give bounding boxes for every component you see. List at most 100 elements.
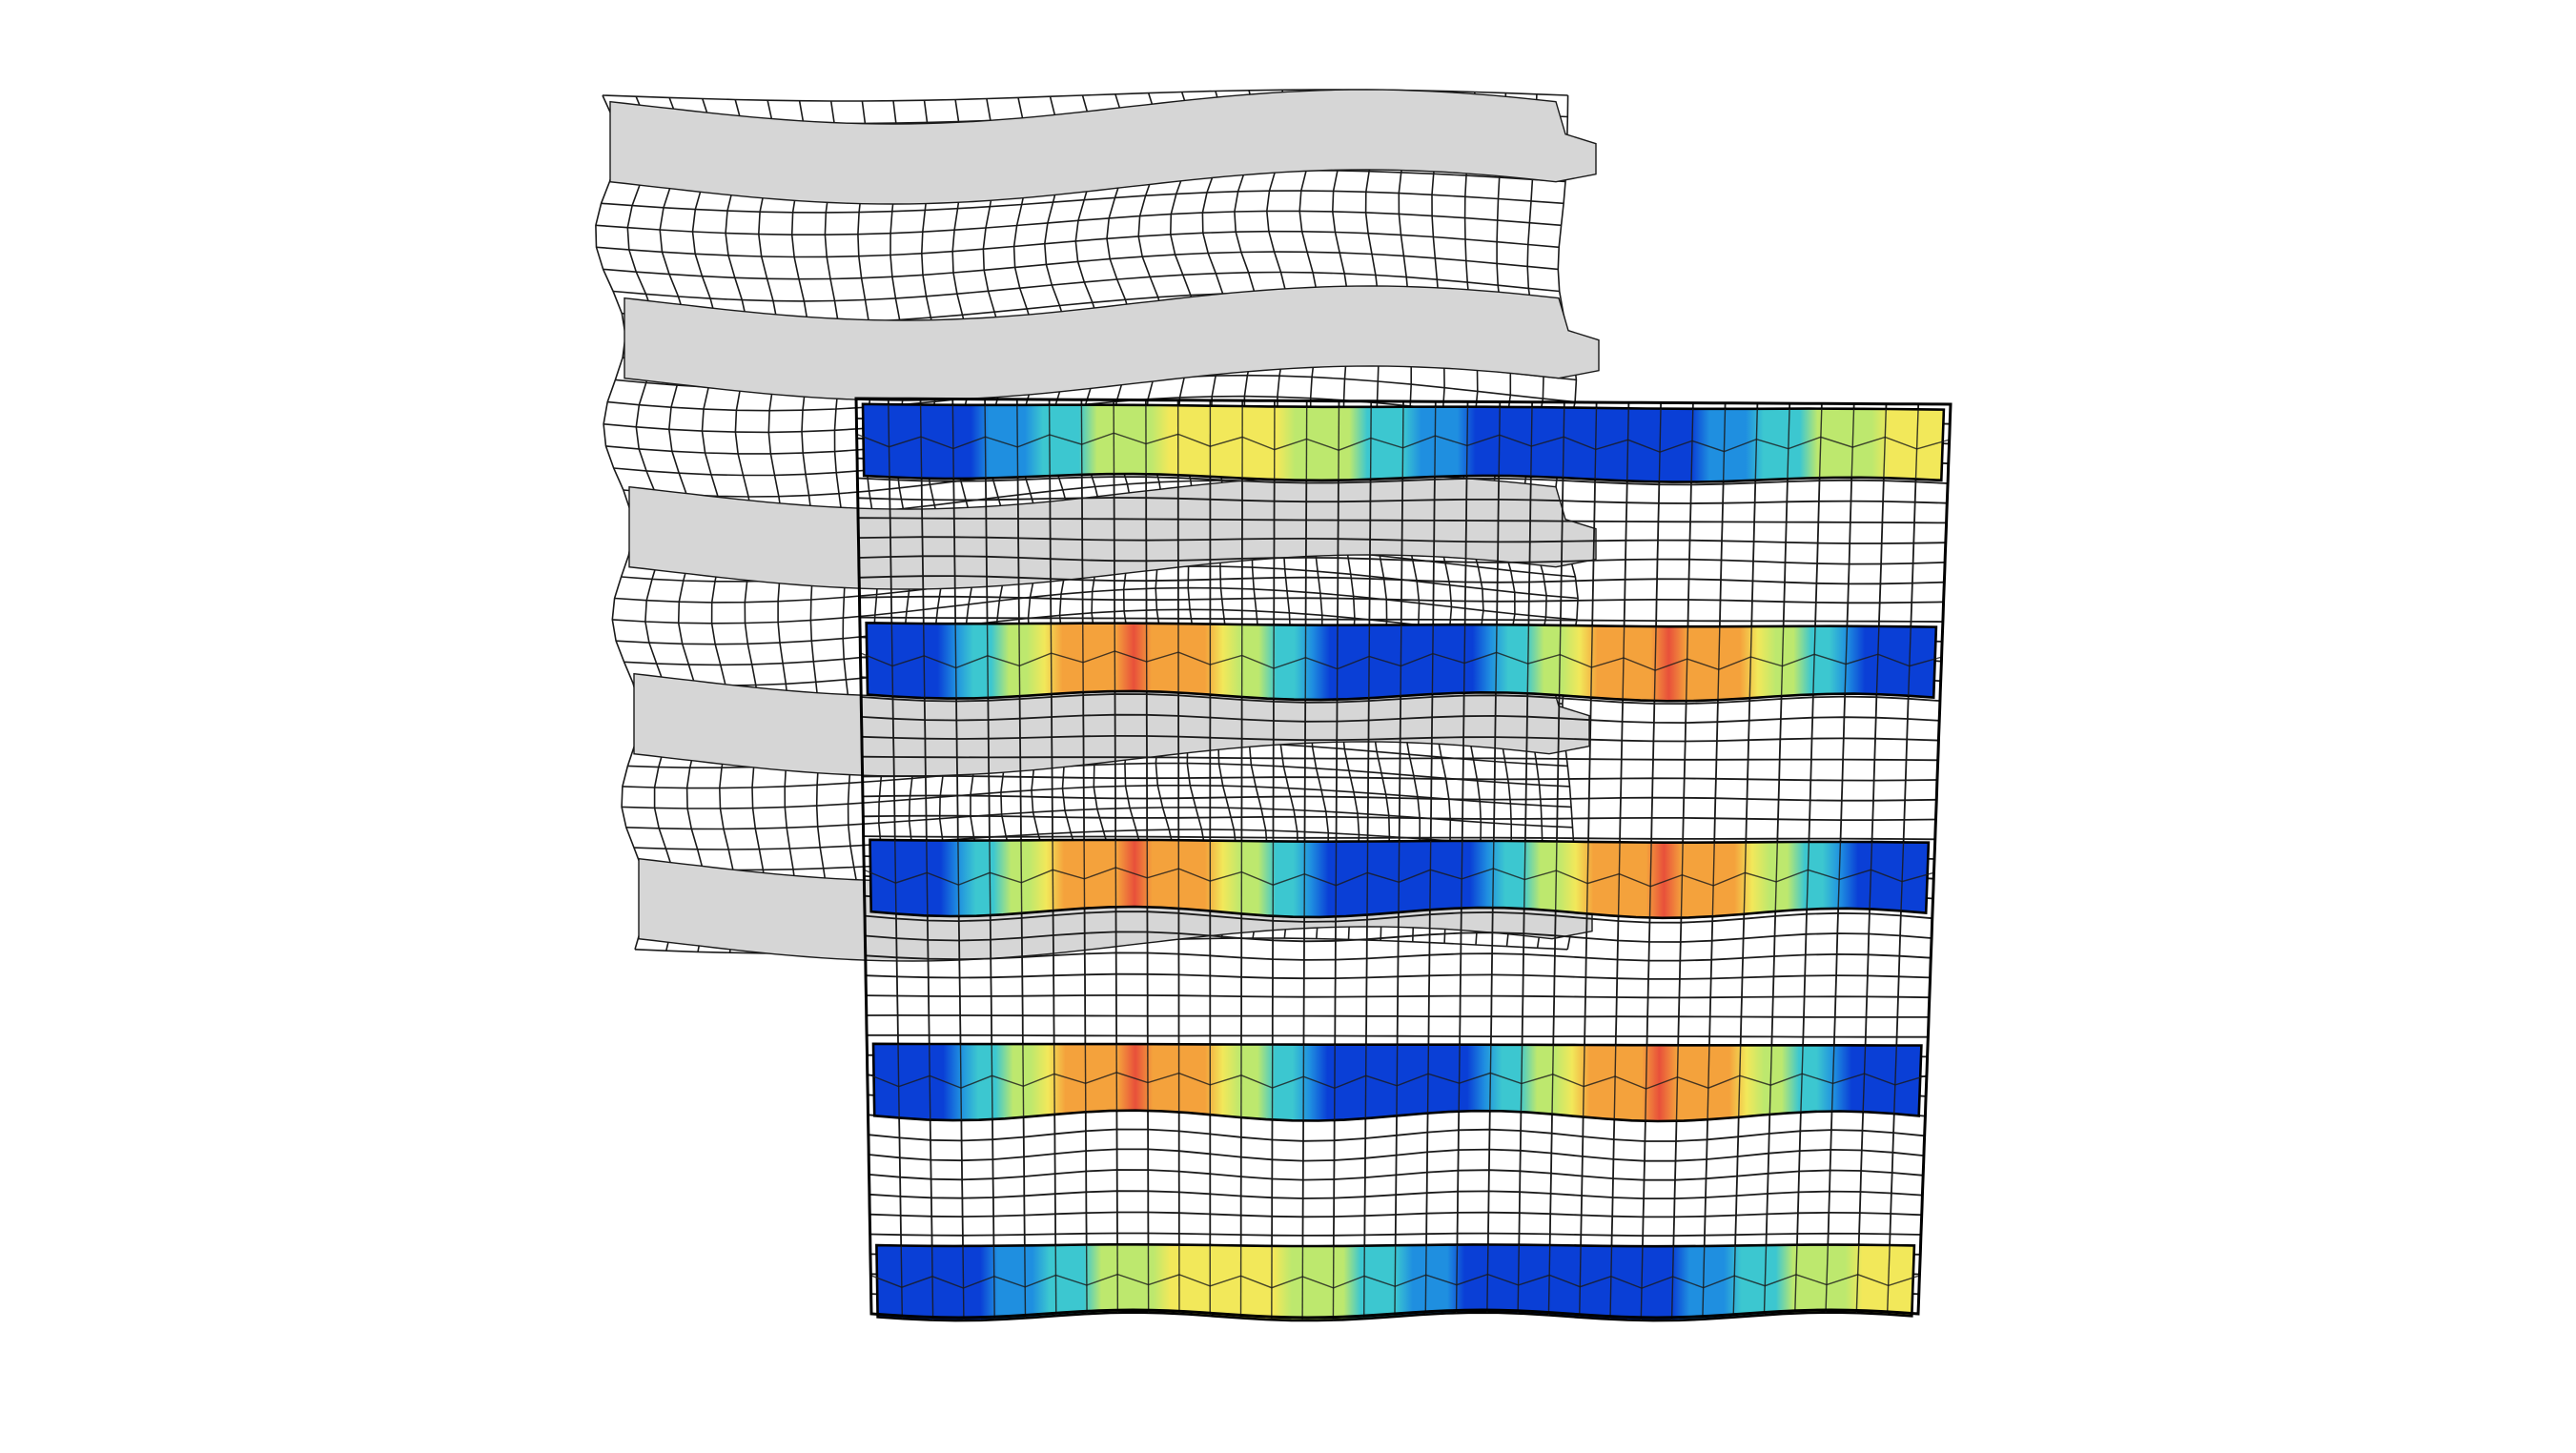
fibre-midline (870, 1273, 1920, 1289)
fibre-cell-line (1850, 408, 1855, 478)
fibre-cell-line (1886, 1244, 1891, 1315)
fibre-cell-line (1658, 408, 1662, 482)
fibre-cell-line (1908, 626, 1912, 696)
fibre-cell-line (1645, 1045, 1648, 1121)
fibre-cell-line (1526, 624, 1530, 694)
fibre-cell-line (1495, 624, 1498, 693)
fibre-cell-line (1020, 840, 1023, 913)
fibre-midline (856, 432, 1950, 453)
fibre-cell-line (1622, 625, 1625, 700)
fibre-cell-line (1837, 841, 1842, 909)
fibre-cell-line (1900, 842, 1905, 911)
fibre-cell-line (1914, 409, 1919, 480)
fibre-cell-line (1690, 408, 1694, 482)
deformed-panel (854, 397, 1952, 1322)
fibre-cell-line (1022, 1044, 1025, 1117)
fibre-cell-line (962, 1245, 965, 1321)
fibre-cell-line (957, 840, 960, 917)
fibre-cell-line (1424, 1244, 1427, 1315)
fibre-cell-line (1579, 1245, 1582, 1318)
fibre-cell-line (1458, 1044, 1461, 1112)
fibre-cell-line (1398, 841, 1400, 912)
fibre-cell-line (989, 840, 992, 916)
fibre-cell-line (1558, 624, 1562, 696)
fibre-cell-line (1670, 1246, 1675, 1320)
fibre-cell-line (1869, 842, 1873, 910)
fibre-cell-line (1743, 842, 1747, 914)
fibre-cell-line (923, 623, 926, 699)
fibre-cell-line (1626, 408, 1629, 481)
fibre-cell-line (1774, 842, 1779, 911)
fibre-cell-line (1429, 841, 1432, 911)
fibre-cell-line (926, 840, 929, 916)
reference-fibre (628, 474, 1597, 590)
fibre-cell-line (1640, 1246, 1644, 1320)
reference-panel (595, 89, 1600, 962)
fibre-cell-line (1018, 624, 1021, 697)
fibre-cell-line (986, 624, 990, 698)
fibre-cell-line (1562, 407, 1565, 479)
fibre-cell-line (1368, 624, 1371, 699)
fibre-cell-line (959, 1044, 963, 1121)
fibre-cell-line (1520, 1044, 1523, 1113)
fibre-cell-line (894, 840, 897, 914)
fibre-cell-line (1875, 625, 1880, 695)
fibre-cell-line (1675, 1045, 1679, 1121)
fibre-cell-line (890, 623, 894, 697)
fibre-cell-line (1486, 1244, 1489, 1313)
fibre-cell-line (1024, 1245, 1027, 1319)
fibre-cell-line (930, 1245, 934, 1320)
fibre-cell-line (1465, 406, 1469, 477)
fibre-cell-line (1800, 1045, 1804, 1113)
fibre-cell-line (1763, 1245, 1768, 1316)
fibre-midline (863, 867, 1934, 888)
fibre-cell-line (1830, 1045, 1835, 1112)
deformed-frame-outline (854, 397, 1952, 1320)
fibre-cell-line (1737, 1045, 1742, 1117)
fibre-cell-line (1707, 1045, 1710, 1120)
fibre-cell-line (1818, 408, 1823, 479)
fibre-cell-line (1754, 408, 1758, 481)
fibre-cell-line (1717, 626, 1721, 701)
fibre-cell-line (897, 1043, 900, 1118)
fibre-cell-line (1806, 841, 1810, 910)
fibre-cell-line (1362, 1245, 1365, 1320)
fibre-cell-line (1053, 1044, 1055, 1115)
fibre-cell-line (1394, 1245, 1397, 1317)
fibre-cell-line (1748, 626, 1752, 699)
fibre-cell-line (1844, 625, 1849, 694)
fibre-cell-line (1396, 1044, 1399, 1116)
fibre-cell-line (1401, 406, 1404, 479)
fibre-cell-line (1054, 1244, 1057, 1317)
fibre-cell-line (954, 624, 957, 699)
reference-fibre (609, 89, 1597, 205)
fibre-cell-line (919, 404, 923, 479)
deformed-fibres (856, 402, 1950, 1322)
reference-fibre (624, 285, 1600, 401)
fibre-cell-line (1768, 1045, 1773, 1115)
fibre-cell-line (1431, 624, 1434, 695)
fibre-cell-line (1366, 841, 1369, 915)
fibre-cell-line (1400, 624, 1402, 697)
fibre-cell-line (1590, 625, 1593, 698)
fibre-cell-line (1812, 625, 1816, 695)
fibre-cell-line (1492, 840, 1495, 908)
fibre-cell-line (1732, 1245, 1736, 1318)
fibre-cell-line (1702, 1245, 1706, 1320)
fibre-cell-line (1711, 842, 1715, 917)
fibre-cell-line (1794, 1244, 1798, 1314)
fibre-cell-line (1554, 841, 1558, 911)
fibre-cell-line (1369, 406, 1372, 480)
fibre-cell-line (1551, 1044, 1554, 1115)
fibre-cell-line (1883, 408, 1887, 479)
fibre-cell-line (1523, 841, 1526, 910)
fibre-cell-line (1825, 1244, 1830, 1313)
fibre-cell-line (1609, 1245, 1613, 1320)
fibre-cell-line (1016, 404, 1019, 478)
fibre-midline (867, 1072, 1928, 1090)
fibre-cell-line (1686, 626, 1689, 702)
fibre-cell-line (951, 404, 954, 480)
fibre-cell-line (992, 1245, 995, 1320)
fibre-cell-line (1594, 407, 1598, 480)
